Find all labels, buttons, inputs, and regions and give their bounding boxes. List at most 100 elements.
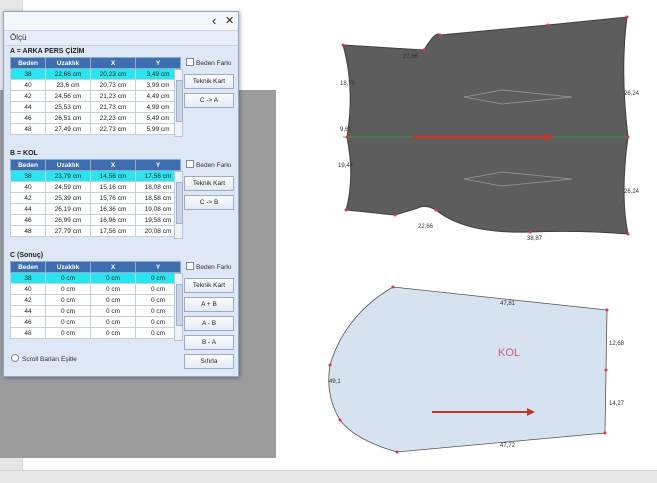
action-button[interactable]: C -> A	[184, 93, 234, 108]
size-table[interactable]: Beden Uzaklık X Y 38 0 cm 0 cm 0 cm 40 0 cm 0 cm 0 …	[10, 261, 181, 339]
action-button[interactable]: A - B	[184, 316, 234, 331]
table-cell[interactable]: 0 cm	[90, 327, 136, 339]
column-header[interactable]: X	[90, 159, 136, 171]
close-icon[interactable]: ✕	[225, 15, 235, 27]
table-row[interactable]: 42 0 cm 0 cm 0 cm	[10, 294, 181, 306]
table-row[interactable]: 44 26,19 cm 16,36 cm 19,08 cm	[10, 203, 181, 215]
table-cell[interactable]: 0 cm	[90, 294, 136, 306]
table-cell[interactable]: 0 cm	[45, 283, 91, 295]
table-row[interactable]: 40 24,59 cm 15,16 cm 18,08 cm	[10, 181, 181, 193]
checkbox-icon[interactable]	[186, 262, 194, 270]
table-cell[interactable]: 20,73 cm	[90, 79, 136, 91]
action-button[interactable]: B - A	[184, 335, 234, 350]
radio-icon[interactable]	[11, 354, 19, 362]
table-row[interactable]: 42 25,39 cm 15,76 cm 18,58 cm	[10, 192, 181, 204]
size-table[interactable]: Beden Uzaklık X Y 38 22,66 cm 20,23 cm 3,49 cm 4…	[10, 57, 181, 135]
column-header[interactable]: Beden	[10, 57, 46, 69]
table-cell[interactable]: 15,76 cm	[90, 192, 136, 204]
table-row[interactable]: 42 24,56 cm 21,23 cm 4,49 cm	[10, 90, 181, 102]
table-scrollbar[interactable]	[174, 171, 183, 239]
table-cell[interactable]: 44	[10, 203, 46, 215]
table-row[interactable]: 44 25,53 cm 21,73 cm 4,99 cm	[10, 101, 181, 113]
back-chevron-icon[interactable]: ‹	[212, 13, 217, 28]
action-button[interactable]: A + B	[184, 297, 234, 312]
table-cell[interactable]: 0 cm	[45, 327, 91, 339]
column-header[interactable]: Beden	[10, 159, 46, 171]
table-row[interactable]: 38 0 cm 0 cm 0 cm	[10, 272, 181, 284]
table-cell[interactable]: 27,79 cm	[45, 225, 91, 237]
table-cell[interactable]: 26,19 cm	[45, 203, 91, 215]
table-cell[interactable]: 22,23 cm	[90, 112, 136, 124]
table-cell[interactable]: 25,53 cm	[45, 101, 91, 113]
column-header[interactable]: Y	[135, 159, 181, 171]
table-cell[interactable]: 40	[10, 79, 46, 91]
table-cell[interactable]: 20,08 cm	[135, 225, 181, 237]
table-row[interactable]: 38 23,79 cm 14,56 cm 17,58 cm	[10, 170, 181, 182]
table-row[interactable]: 46 26,99 cm 16,96 cm 19,58 cm	[10, 214, 181, 226]
table-cell[interactable]: 22,66 cm	[45, 68, 91, 80]
back-piece[interactable]	[342, 16, 629, 235]
table-cell[interactable]: 0 cm	[45, 316, 91, 328]
size-difference-checkbox[interactable]: Beden Farkı	[186, 160, 231, 169]
table-cell[interactable]: 0 cm	[45, 305, 91, 317]
table-cell[interactable]: 46	[10, 316, 46, 328]
action-button[interactable]: Sıfırla	[184, 354, 234, 369]
checkbox-icon[interactable]	[186, 58, 194, 66]
size-difference-checkbox[interactable]: Beden Farkı	[186, 262, 231, 271]
table-cell[interactable]: 17,56 cm	[90, 225, 136, 237]
column-header[interactable]: Y	[135, 57, 181, 69]
table-cell[interactable]: 23,6 cm	[45, 79, 91, 91]
scroll-sync-option[interactable]: Scroll Barları Eşitle	[11, 354, 77, 363]
scrollbar-thumb[interactable]	[176, 80, 183, 122]
action-button[interactable]: Teknik Kart	[184, 278, 234, 293]
scrollbar-thumb[interactable]	[176, 182, 183, 224]
table-cell[interactable]: 15,16 cm	[90, 181, 136, 193]
size-difference-checkbox[interactable]: Beden Farkı	[186, 58, 231, 67]
table-cell[interactable]: 16,96 cm	[90, 214, 136, 226]
table-row[interactable]: 44 0 cm 0 cm 0 cm	[10, 305, 181, 317]
column-header[interactable]: Uzaklık	[45, 261, 91, 273]
table-cell[interactable]: 16,36 cm	[90, 203, 136, 215]
table-cell[interactable]: 26,99 cm	[45, 214, 91, 226]
table-cell[interactable]: 48	[10, 327, 46, 339]
column-header[interactable]: Uzaklık	[45, 57, 91, 69]
table-cell[interactable]: 27,49 cm	[45, 123, 91, 135]
table-row[interactable]: 40 23,6 cm 20,73 cm 3,99 cm	[10, 79, 181, 91]
table-cell[interactable]: 46	[10, 112, 46, 124]
table-row[interactable]: 38 22,66 cm 20,23 cm 3,49 cm	[10, 68, 181, 80]
scrollbar-thumb[interactable]	[176, 284, 183, 326]
action-button[interactable]: Teknik Kart	[184, 176, 234, 191]
table-cell[interactable]: 21,73 cm	[90, 101, 136, 113]
column-header[interactable]: X	[90, 261, 136, 273]
table-cell[interactable]: 0 cm	[90, 316, 136, 328]
table-cell[interactable]: 24,56 cm	[45, 90, 91, 102]
table-scrollbar[interactable]	[174, 69, 183, 137]
table-cell[interactable]: 24,59 cm	[45, 181, 91, 193]
table-cell[interactable]: 23,79 cm	[45, 170, 91, 182]
column-header[interactable]: Beden	[10, 261, 46, 273]
table-cell[interactable]: 20,23 cm	[90, 68, 136, 80]
table-cell[interactable]: 22,73 cm	[90, 123, 136, 135]
table-cell[interactable]: 48	[10, 123, 46, 135]
column-header[interactable]: Y	[135, 261, 181, 273]
table-cell[interactable]: 0 cm	[45, 294, 91, 306]
action-button[interactable]: Teknik Kart	[184, 74, 234, 89]
sleeve-piece[interactable]	[328, 286, 608, 453]
table-cell[interactable]: 40	[10, 283, 46, 295]
table-cell[interactable]: 21,23 cm	[90, 90, 136, 102]
table-cell[interactable]: 26,51 cm	[45, 112, 91, 124]
table-row[interactable]: 48 27,79 cm 17,56 cm 20,08 cm	[10, 225, 181, 237]
table-cell[interactable]: 0 cm	[90, 305, 136, 317]
table-cell[interactable]: 38	[10, 68, 46, 80]
table-cell[interactable]: 0 cm	[45, 272, 91, 284]
table-cell[interactable]: 44	[10, 305, 46, 317]
table-cell[interactable]: 25,39 cm	[45, 192, 91, 204]
checkbox-icon[interactable]	[186, 160, 194, 168]
column-header[interactable]: Uzaklık	[45, 159, 91, 171]
table-row[interactable]: 46 0 cm 0 cm 0 cm	[10, 316, 181, 328]
table-cell[interactable]: 38	[10, 272, 46, 284]
table-row[interactable]: 46 26,51 cm 22,23 cm 5,49 cm	[10, 112, 181, 124]
table-row[interactable]: 40 0 cm 0 cm 0 cm	[10, 283, 181, 295]
table-cell[interactable]: 42	[10, 90, 46, 102]
